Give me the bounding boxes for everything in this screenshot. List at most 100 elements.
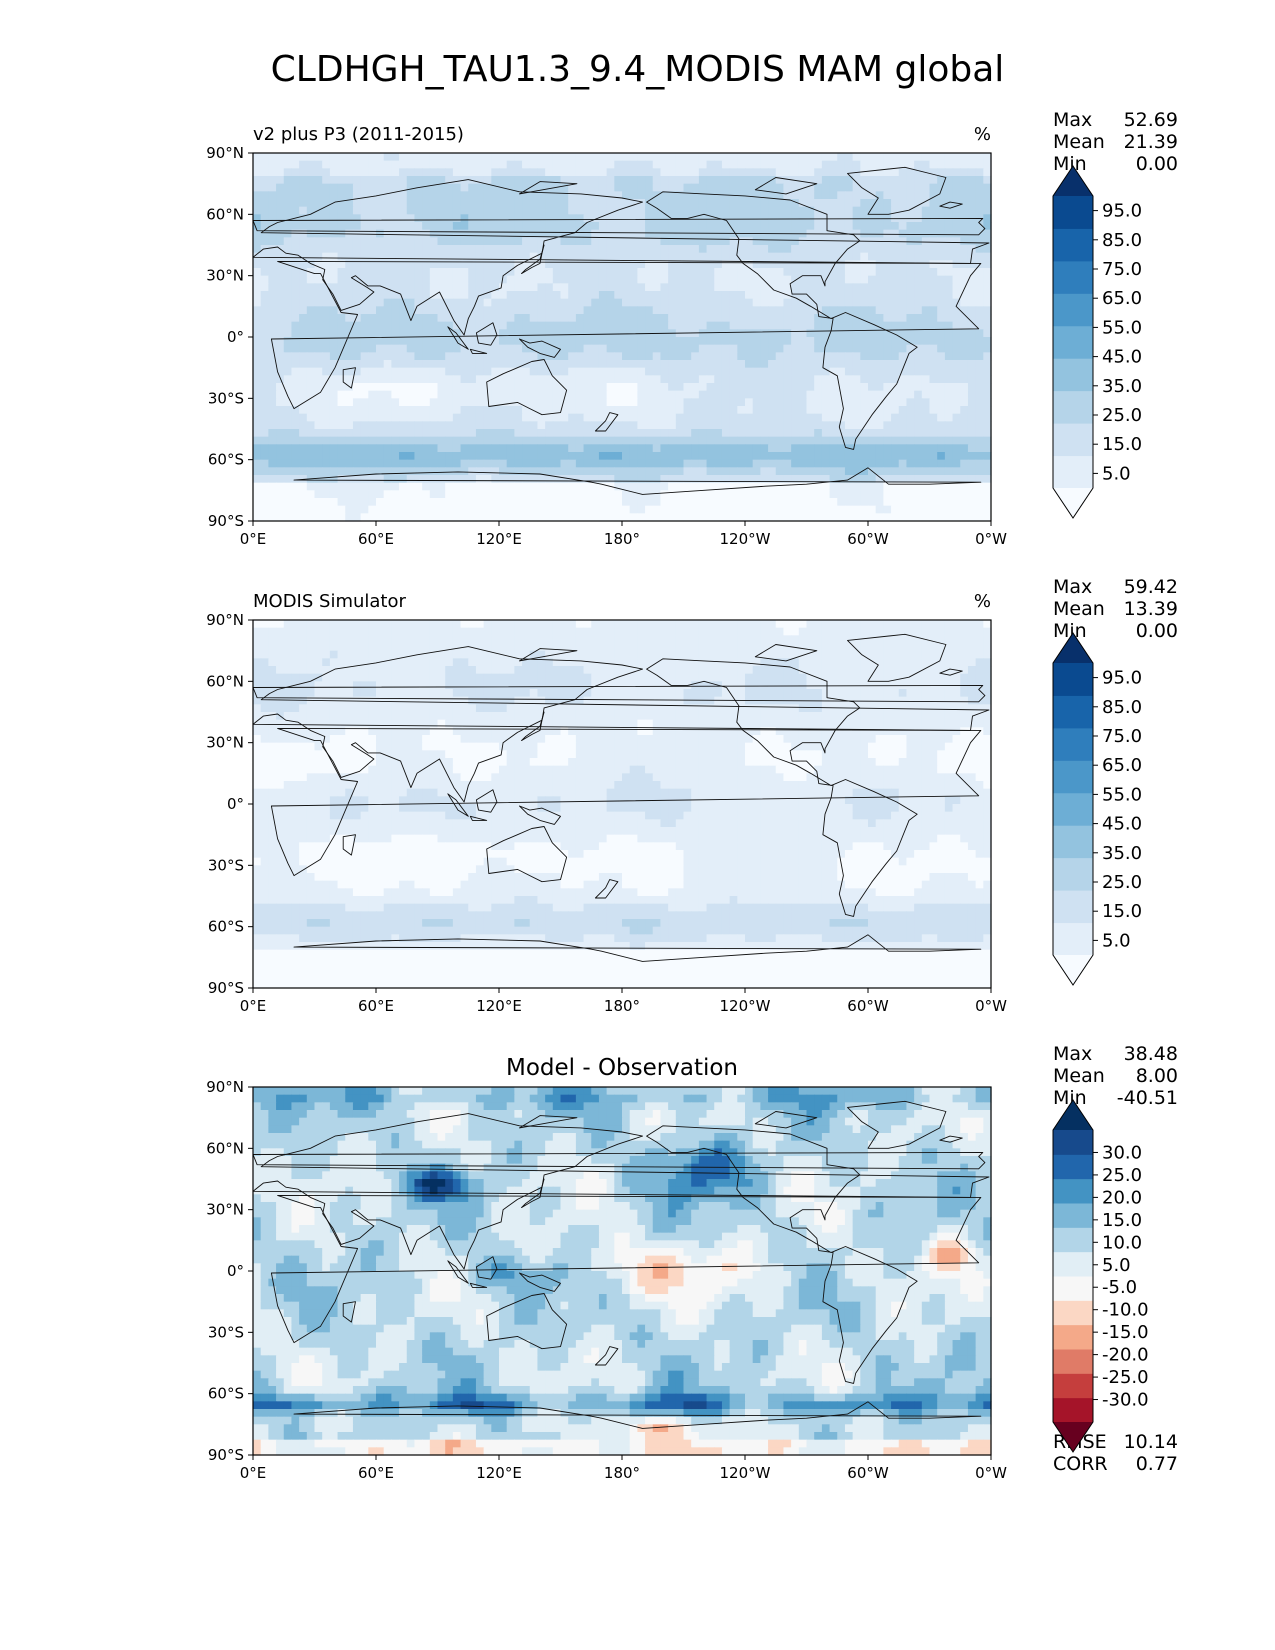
field-cell [522,421,531,430]
field-cell [975,383,984,392]
field-cell [745,222,754,231]
field-cell [414,467,423,476]
field-cell [445,498,454,507]
field-cell [337,321,346,330]
field-cell [883,291,892,300]
field-cell [752,298,761,307]
field-cell [452,260,462,269]
field-cell [614,199,623,208]
field-cell [568,222,577,231]
field-cell [399,413,408,422]
field-cell [668,252,677,261]
field-cell [545,329,554,338]
field-cell [960,627,969,636]
field-cell [660,467,669,476]
field-cell [791,490,800,499]
field-cell [622,183,631,192]
field-cell [522,375,531,384]
field-cell [791,367,800,376]
field-cell [537,436,546,445]
field-cell [775,398,785,407]
field-cell [522,505,531,514]
field-cell [683,314,692,323]
field-cell [499,344,508,353]
field-cell [798,360,808,369]
field-cell [437,352,446,361]
field-cell [791,436,800,445]
field-cell [752,452,761,461]
field-cell [729,176,738,185]
field-cell [391,199,400,208]
field-cell [860,398,869,407]
panel-ref: 0°E 60°E 120°E 180° 120°W 60°W 0°W90°N60°N30°N… [206,576,1178,1015]
field-cell [860,406,869,415]
field-cell [637,176,646,185]
colorbar-segment [1053,325,1093,359]
field-cell [698,635,708,644]
field-cell [606,620,615,629]
field-cell [729,421,738,430]
field-cell [537,383,546,392]
field-cell [629,214,638,223]
field-cell [983,459,992,468]
field-cell [491,275,500,284]
field-cell [537,429,546,438]
field-cell [445,222,454,231]
field-cell [906,429,915,438]
field-cell [337,413,346,422]
field-cell [283,214,293,223]
field-cell [322,291,331,300]
field-cell [260,183,269,192]
field-cell [537,298,546,307]
field-cell [937,436,946,445]
field-cell [276,620,285,629]
field-cell [445,337,454,346]
field-cell [622,275,631,284]
field-cell [844,314,854,323]
field-cell [760,398,769,407]
field-cell [422,260,431,269]
field-cell [483,398,492,407]
field-cell [768,513,777,522]
field-cell [537,199,546,208]
field-cell [937,176,946,185]
field-cell [637,467,646,476]
field-cell [360,245,369,254]
field-cell [506,160,515,169]
field-cell [821,191,831,200]
field-cell [875,421,884,430]
field-cell [299,344,308,353]
field-cell [929,452,938,461]
field-cell [606,352,615,361]
field-cell [322,199,331,208]
field-cell [721,252,731,261]
field-cell [322,398,331,407]
field-cell [583,367,592,376]
field-cell [706,367,715,376]
field-cell [253,176,262,185]
field-cell [768,620,777,629]
field-cell [291,283,300,292]
field-cell [983,214,992,223]
field-cell [506,298,515,307]
field-cell [768,429,777,438]
field-cell [537,160,546,169]
field-cell [891,498,900,507]
field-cell [852,482,861,491]
field-cell [760,283,769,292]
field-cell [437,360,446,369]
field-cell [499,291,508,300]
field-cell [437,398,446,407]
field-cell [368,206,377,215]
field-cell [668,337,677,346]
field-cell [622,429,631,438]
field-cell [306,436,316,445]
field-cell [422,375,431,384]
field-cell [568,214,577,223]
field-cell [483,260,492,269]
field-cell [691,306,700,315]
field-cell [429,406,439,415]
field-cell [967,306,977,315]
field-cell [606,375,615,384]
field-cell [345,337,354,346]
